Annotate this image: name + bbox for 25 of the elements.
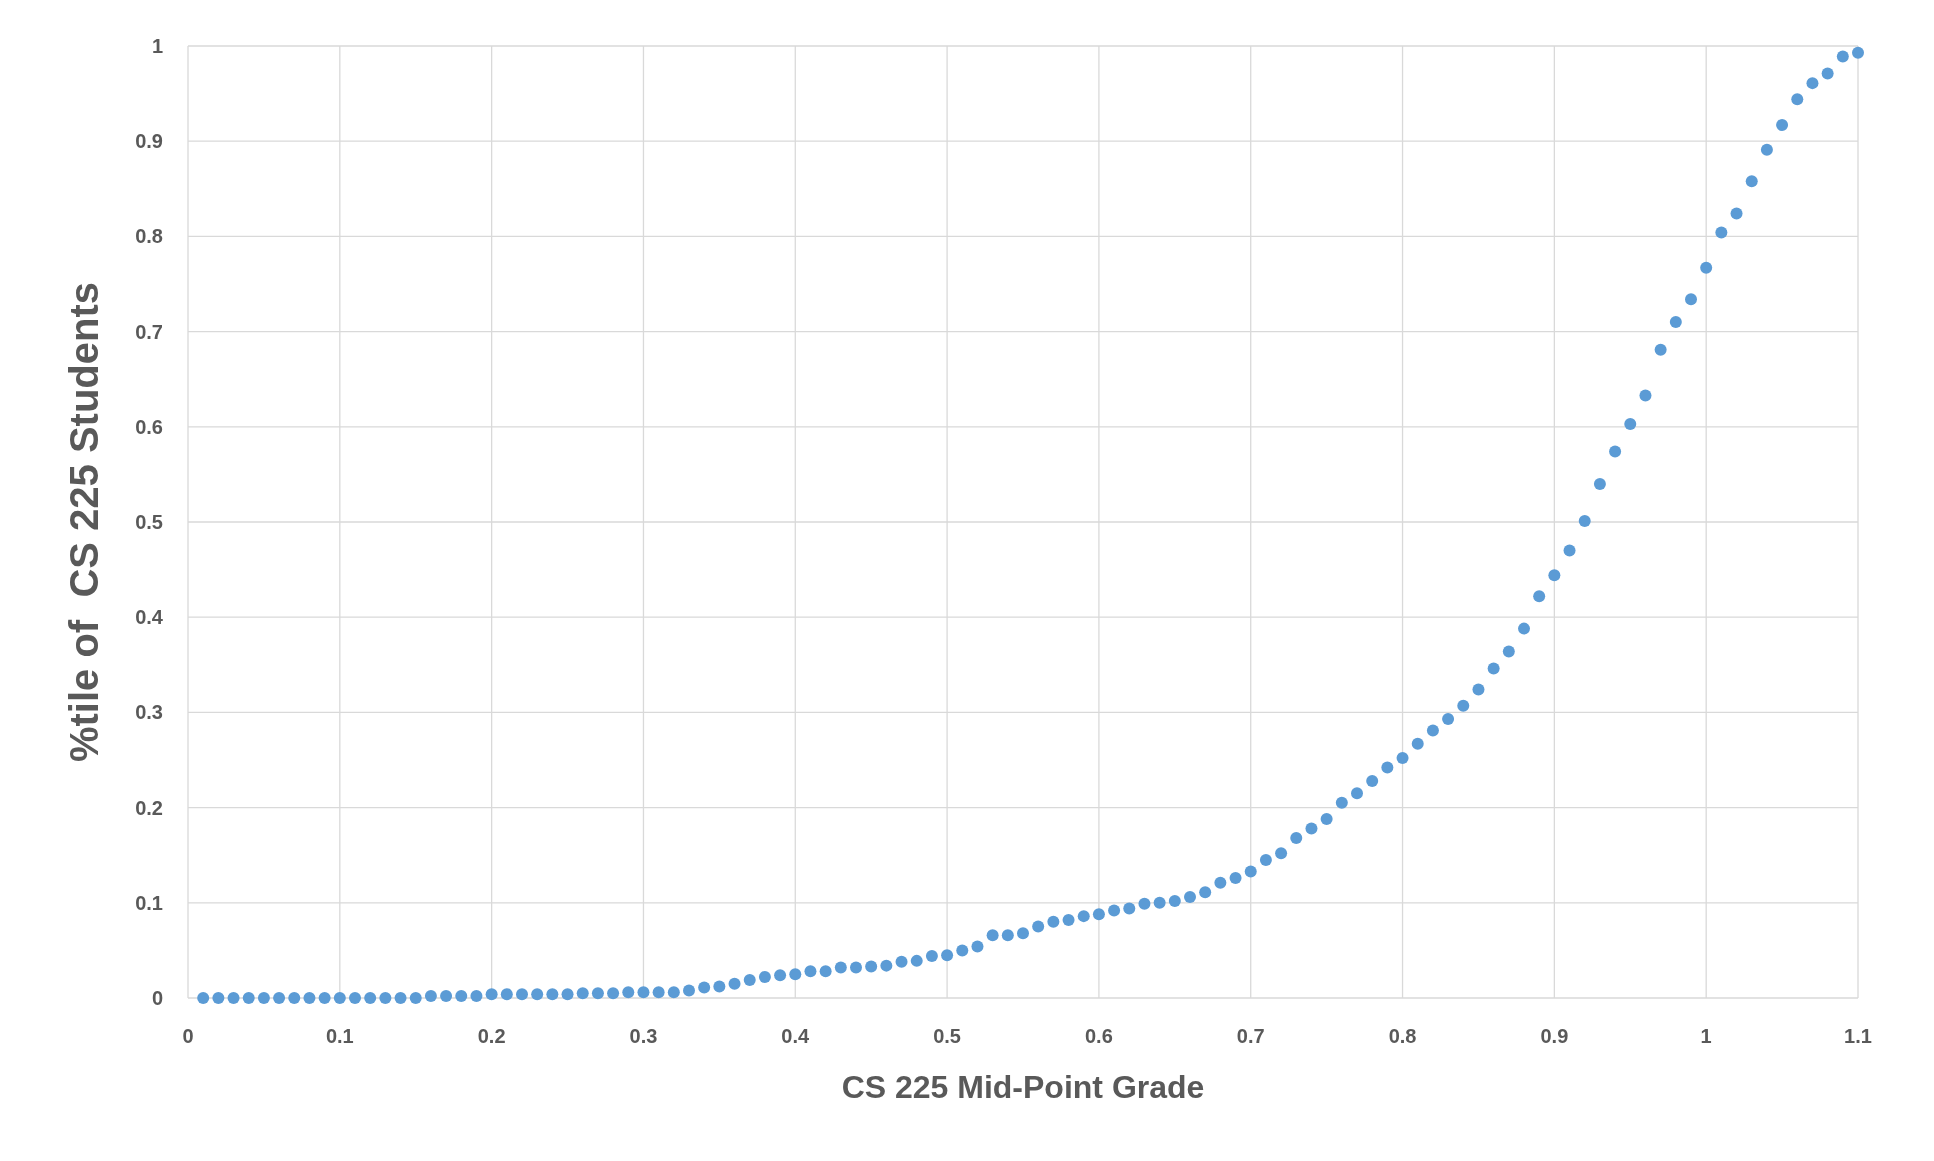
y-tick-label: 0.9 bbox=[135, 130, 163, 153]
y-tick-label: 0.4 bbox=[135, 606, 164, 629]
x-tick-label: 0.6 bbox=[1085, 1025, 1113, 1047]
x-tick-label: 0.7 bbox=[1236, 1025, 1265, 1047]
x-tick-label: 0.9 bbox=[1540, 1025, 1569, 1047]
x-axis-title: CS 225 Mid-Point Grade bbox=[841, 1069, 1205, 1105]
y-axis-title: %tile of CS 225 Students bbox=[62, 281, 106, 763]
x-tick-label: 0.5 bbox=[933, 1025, 961, 1047]
y-tick-label: 0.5 bbox=[135, 511, 163, 533]
y-tick-label: 0.3 bbox=[135, 701, 163, 724]
y-tick-label: 0.1 bbox=[135, 891, 163, 914]
y-tick-label: 0.2 bbox=[135, 796, 163, 819]
x-tick-label: 0.3 bbox=[629, 1025, 658, 1047]
y-tick-label: 0.7 bbox=[135, 320, 163, 343]
y-tick-label: 1 bbox=[151, 35, 163, 57]
x-tick-label: 0 bbox=[182, 1025, 194, 1047]
x-tick-label: 0.1 bbox=[325, 1025, 354, 1047]
x-tick-label: 0.8 bbox=[1388, 1025, 1417, 1047]
x-tick-label: 1 bbox=[1700, 1025, 1712, 1047]
x-tick-label: 0.4 bbox=[781, 1025, 811, 1047]
y-tick-label: 0.8 bbox=[135, 225, 163, 248]
x-tick-label: 1.1 bbox=[1844, 1025, 1872, 1047]
x-tick-label: 0.2 bbox=[477, 1025, 506, 1047]
y-tick-label: 0.6 bbox=[135, 415, 163, 438]
y-tick-label: 0 bbox=[151, 987, 163, 1009]
